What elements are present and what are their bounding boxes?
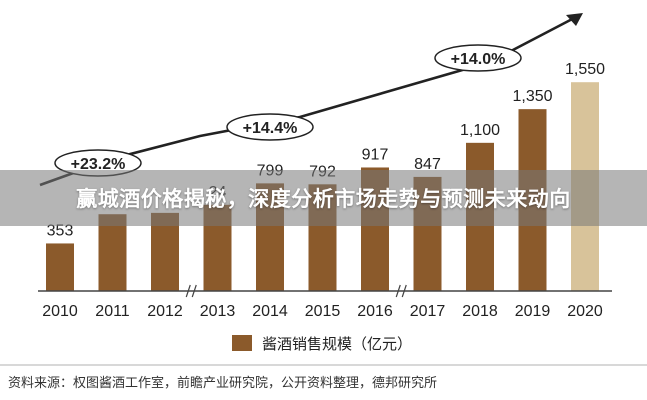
x-tick-label: 2017 <box>410 303 446 320</box>
axis-break-mark <box>395 284 401 298</box>
x-tick-label: 2014 <box>252 303 288 320</box>
axis-break-mark <box>401 284 407 298</box>
banner-title: 赢城酒价格揭秘，深度分析市场走势与预测未来动向 <box>76 187 571 211</box>
value-label: 353 <box>47 222 74 239</box>
x-tick-label: 2019 <box>515 303 551 320</box>
axis-break <box>395 284 407 298</box>
legend-swatch <box>232 335 252 351</box>
x-tick-label: 2012 <box>147 303 183 320</box>
growth-annotation-oval <box>434 44 522 72</box>
legend-label: 酱酒销售规模（亿元） <box>262 335 412 353</box>
value-label: 1,550 <box>565 61 605 78</box>
x-tick-label: 2018 <box>462 303 498 320</box>
x-tick-label: 2020 <box>567 303 603 320</box>
title-banner: 赢城酒价格揭秘，深度分析市场走势与预测未来动向 <box>0 170 647 226</box>
x-tick-label: 2015 <box>305 303 341 320</box>
bar <box>46 243 74 291</box>
source-note: 资料来源：权图酱酒工作室，前瞻产业研究院，公开资料整理，德邦研究所 <box>8 376 438 391</box>
x-tick-label: 2013 <box>200 303 236 320</box>
value-label: 917 <box>362 146 389 163</box>
axis-break-mark <box>191 284 197 298</box>
growth-annotation-label: +23.2% <box>71 156 126 173</box>
x-tick-label: 2011 <box>95 303 130 320</box>
value-label: 847 <box>414 156 441 173</box>
axis-break <box>185 284 197 298</box>
value-label: 1,100 <box>460 122 500 139</box>
bar <box>98 214 127 291</box>
x-tick-label: 2010 <box>42 303 78 320</box>
growth-annotation-oval <box>226 113 314 141</box>
growth-annotation-label: +14.4% <box>243 120 298 137</box>
value-label: 1,350 <box>512 88 552 105</box>
trend-arrowhead <box>566 13 583 26</box>
axis-break-mark <box>185 284 191 298</box>
x-tick-label: 2016 <box>357 303 393 320</box>
growth-annotation-label: +14.0% <box>451 51 506 68</box>
